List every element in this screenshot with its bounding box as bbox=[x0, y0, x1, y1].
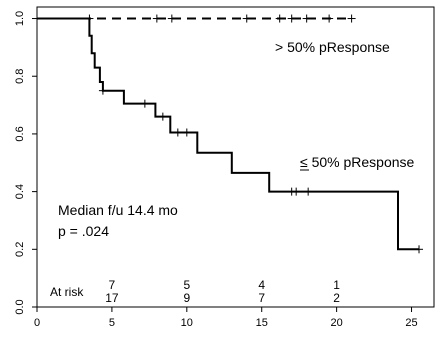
y-tick-label: 0.2 bbox=[14, 242, 26, 257]
at-risk-upper-count: 4 bbox=[258, 278, 265, 292]
x-tick-label: 5 bbox=[109, 317, 115, 329]
p-value-text: p = .024 bbox=[58, 223, 109, 239]
at-risk-upper-count: 1 bbox=[333, 278, 340, 292]
at-risk-lower-count: 2 bbox=[333, 291, 340, 305]
at-risk-upper-count: 7 bbox=[109, 278, 116, 292]
y-tick-label: 1.0 bbox=[14, 11, 26, 26]
at-risk-lower-count: 9 bbox=[183, 291, 190, 305]
lower-group-curve bbox=[37, 17, 419, 251]
censor-marks bbox=[85, 14, 424, 254]
x-tick-label: 0 bbox=[34, 317, 40, 329]
y-tick-label: 0.0 bbox=[14, 299, 26, 314]
x-tick-label: 10 bbox=[181, 317, 193, 329]
at-risk-lower-count: 17 bbox=[105, 291, 119, 305]
lower-group-label: ≤ 50% pResponse bbox=[300, 154, 415, 170]
x-tick-label: 20 bbox=[330, 317, 342, 329]
axes: 0 5 10 15 20 250.00.20.40.60.81.0 bbox=[14, 11, 418, 329]
median-followup-text: Median f/u 14.4 mo bbox=[58, 202, 178, 218]
at-risk-label: At risk bbox=[50, 285, 84, 299]
y-tick-label: 0.8 bbox=[14, 69, 26, 84]
x-tick-label: 25 bbox=[405, 317, 417, 329]
at-risk-upper-count: 5 bbox=[183, 278, 190, 292]
at-risk-lower-count: 7 bbox=[258, 291, 265, 305]
upper-group-label: > 50% pResponse bbox=[275, 39, 390, 55]
y-tick-label: 0.4 bbox=[14, 184, 26, 199]
y-tick-label: 0.6 bbox=[14, 126, 26, 141]
x-tick-label: 15 bbox=[256, 317, 268, 329]
plot-frame bbox=[36, 6, 435, 308]
